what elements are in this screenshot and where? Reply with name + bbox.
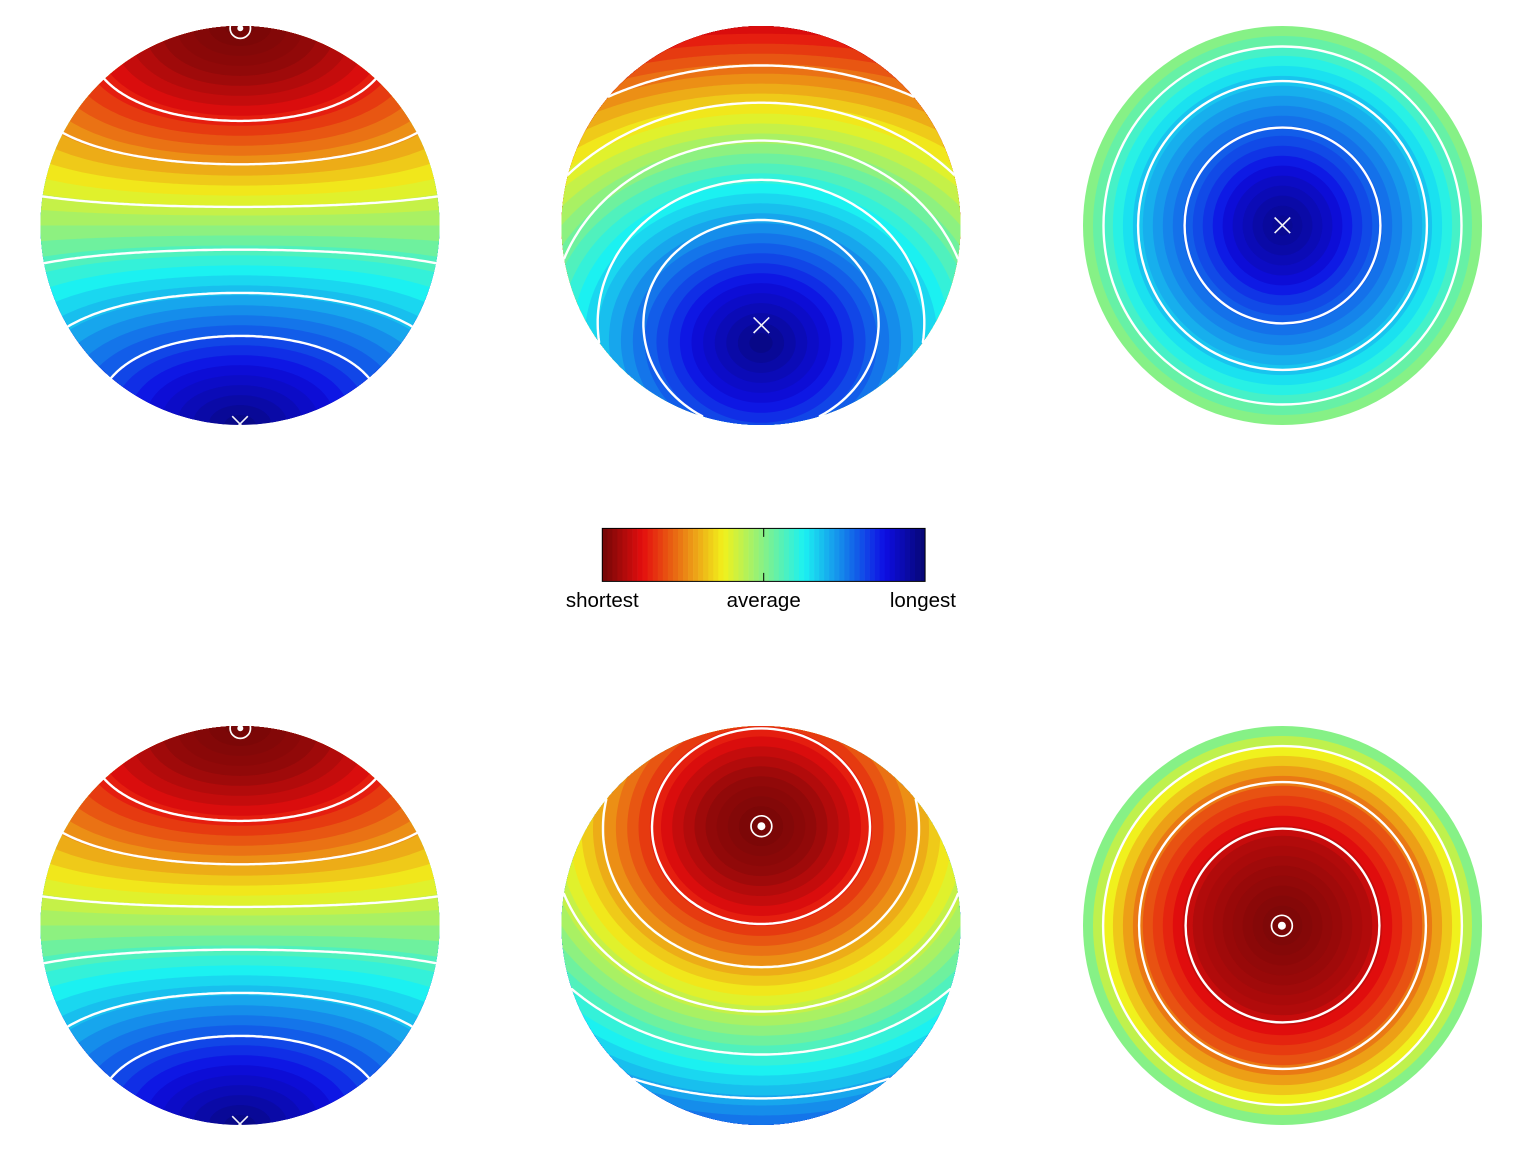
- svg-text:longest: longest: [890, 589, 956, 612]
- svg-text:shortest: shortest: [566, 589, 639, 612]
- svg-text:average: average: [727, 589, 801, 612]
